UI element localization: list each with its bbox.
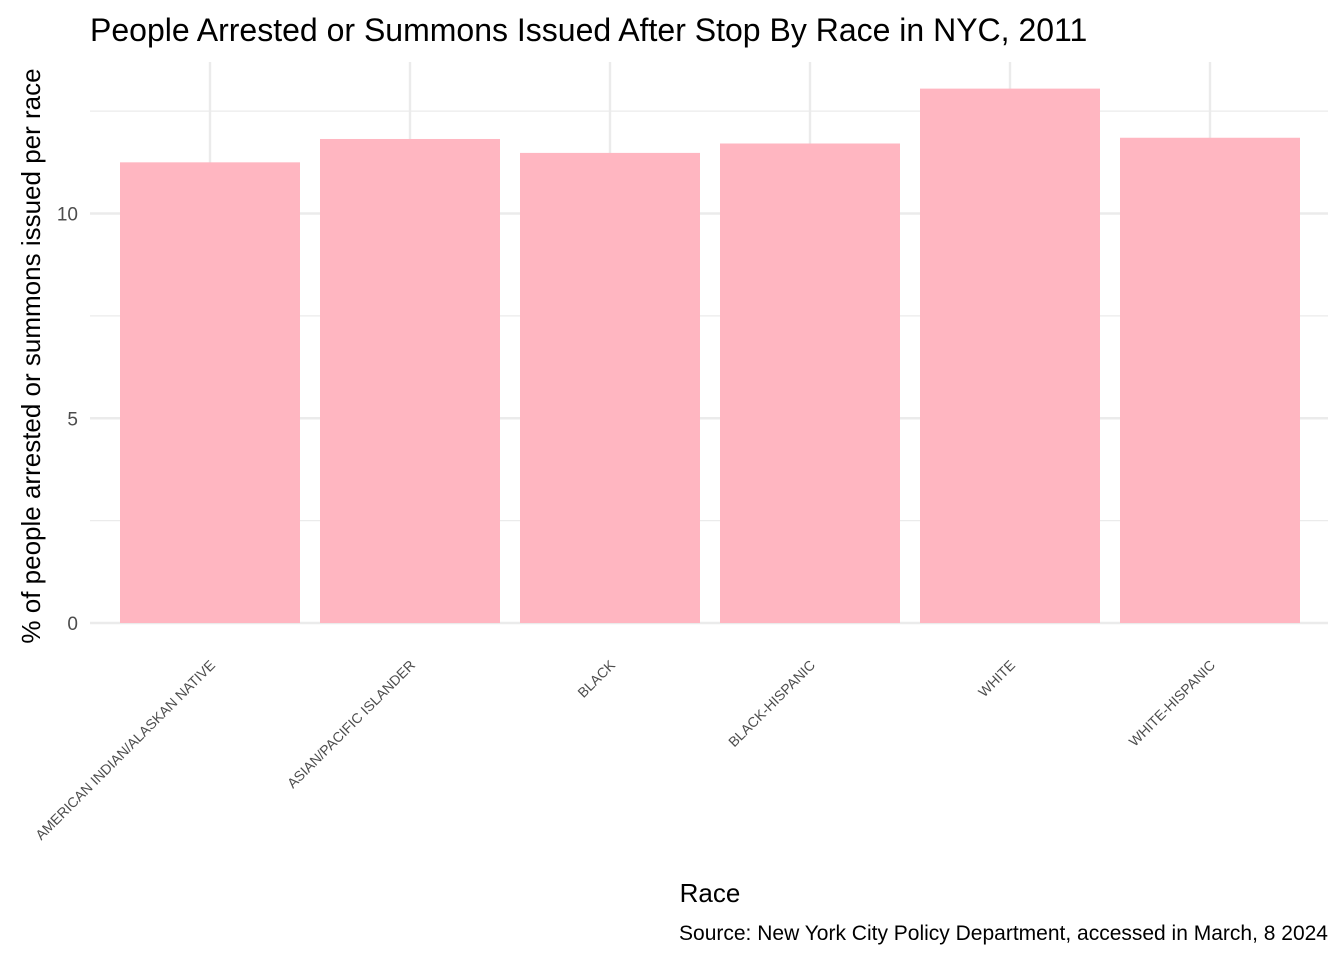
bar: [920, 88, 1100, 623]
x-tick-label: WHITE: [975, 657, 1018, 700]
x-tick-labels: AMERICAN INDIAN/ALASKAN NATIVE ASIAN/PACI…: [32, 656, 1218, 843]
bar: [320, 138, 500, 623]
x-tick-label: AMERICAN INDIAN/ALASKAN NATIVE: [32, 657, 218, 843]
chart-title: People Arrested or Summons Issued After …: [90, 12, 1087, 48]
bar: [120, 162, 300, 623]
bar: [720, 143, 900, 623]
x-tick-label: BLACK-HISPANIC: [725, 657, 818, 750]
chart-caption: Source: New York City Policy Department,…: [679, 922, 1328, 945]
x-tick-label: WHITE-HISPANIC: [1126, 657, 1219, 750]
bar: [520, 152, 700, 624]
bars: [120, 88, 1300, 624]
x-tick-label: BLACK: [574, 656, 618, 700]
y-tick-labels: 0 5 10: [57, 205, 78, 635]
y-axis-title: % of people arrested or summons issued p…: [16, 68, 46, 643]
x-axis-title: Race: [680, 878, 741, 908]
y-tick-label: 5: [67, 409, 78, 430]
x-tick-label: ASIAN/PACIFIC ISLANDER: [284, 657, 418, 791]
y-tick-label: 10: [57, 205, 78, 226]
y-tick-label: 0: [67, 614, 78, 635]
bar: [1120, 137, 1300, 623]
